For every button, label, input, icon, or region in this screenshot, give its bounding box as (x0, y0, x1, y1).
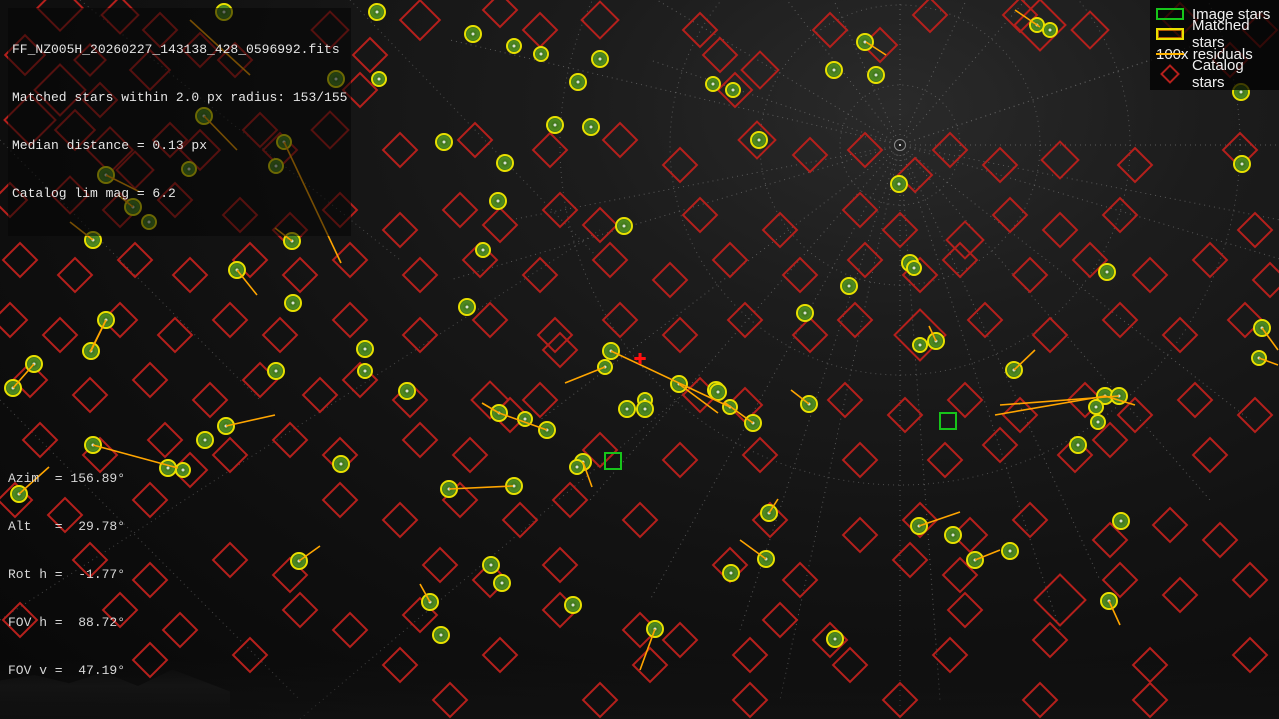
residual-vector-line (975, 550, 1000, 560)
residual-vector-line (1105, 396, 1135, 405)
residual-line-swatch-icon (1156, 53, 1184, 55)
residual-vector-line (420, 584, 430, 602)
legend-label-catalog-stars: Catalog stars (1192, 57, 1274, 91)
pointing-info-line-0: Azim = 156.89° (8, 471, 125, 487)
legend-row-catalog-stars: Catalog stars (1156, 64, 1274, 84)
pointing-info-line-4: FOV v = 47.19° (8, 663, 125, 679)
residual-vector-line (237, 270, 257, 295)
residual-vector-line (91, 320, 106, 351)
residual-vector-line (499, 413, 547, 430)
legend-row-matched-stars: Matched stars (1156, 24, 1274, 44)
frame-info-line-2: Median distance = 0.13 px (12, 138, 347, 154)
residual-vector-line (1014, 350, 1035, 370)
residual-vector-line (769, 499, 778, 513)
residual-vector-line (13, 364, 34, 388)
frame-info-line-3: Catalog lim mag = 6.2 (12, 186, 347, 202)
legend-box: Image stars Matched stars 100x residuals… (1150, 0, 1279, 90)
residual-vector-line (740, 540, 766, 559)
pointing-info-line-3: FOV h = 88.72° (8, 615, 125, 631)
pointing-info-box: Azim = 156.89° Alt = 29.78° Rot h = -1.7… (8, 439, 125, 711)
astro-platesolve-viewer: ✚ FF_NZ005H_20260227_143138_428_0596992.… (0, 0, 1279, 719)
residual-vector-line (583, 462, 592, 487)
pointing-info-line-1: Alt = 29.78° (8, 519, 125, 535)
frame-info-line-0: FF_NZ005H_20260227_143138_428_0596992.fi… (12, 42, 347, 58)
target-cross-marker: ✚ (633, 348, 646, 370)
residual-vector-line (299, 546, 320, 561)
residual-vector-line (1262, 328, 1278, 350)
residual-vector-line (565, 367, 605, 383)
residual-vector-line (226, 415, 275, 426)
unmatched-image-star-square (604, 452, 622, 470)
residual-vector-line (482, 403, 499, 413)
image-stars-swatch-icon (1156, 8, 1184, 20)
catalog-stars-swatch-icon (1160, 64, 1180, 84)
residual-vector-line (1109, 601, 1120, 625)
frame-info-line-1: Matched stars within 2.0 px radius: 153/… (12, 90, 347, 106)
residual-vector-line (640, 629, 655, 670)
residual-vector-line (929, 326, 936, 341)
residual-vector-line (1015, 10, 1040, 27)
matched-stars-swatch-icon (1156, 28, 1184, 40)
residual-vector-line (919, 512, 960, 526)
residual-vector-line (724, 402, 753, 423)
unmatched-image-star-square (939, 412, 957, 430)
pointing-info-line-2: Rot h = -1.77° (8, 567, 125, 583)
residual-vector-line (1259, 358, 1278, 365)
residual-vector-line (449, 486, 513, 489)
residual-vector-line (791, 390, 809, 404)
residual-vector-line (611, 351, 730, 407)
frame-info-box: FF_NZ005H_20260227_143138_428_0596992.fi… (8, 8, 351, 236)
residual-vector-line (995, 396, 1105, 415)
residual-vector-line (866, 42, 886, 55)
